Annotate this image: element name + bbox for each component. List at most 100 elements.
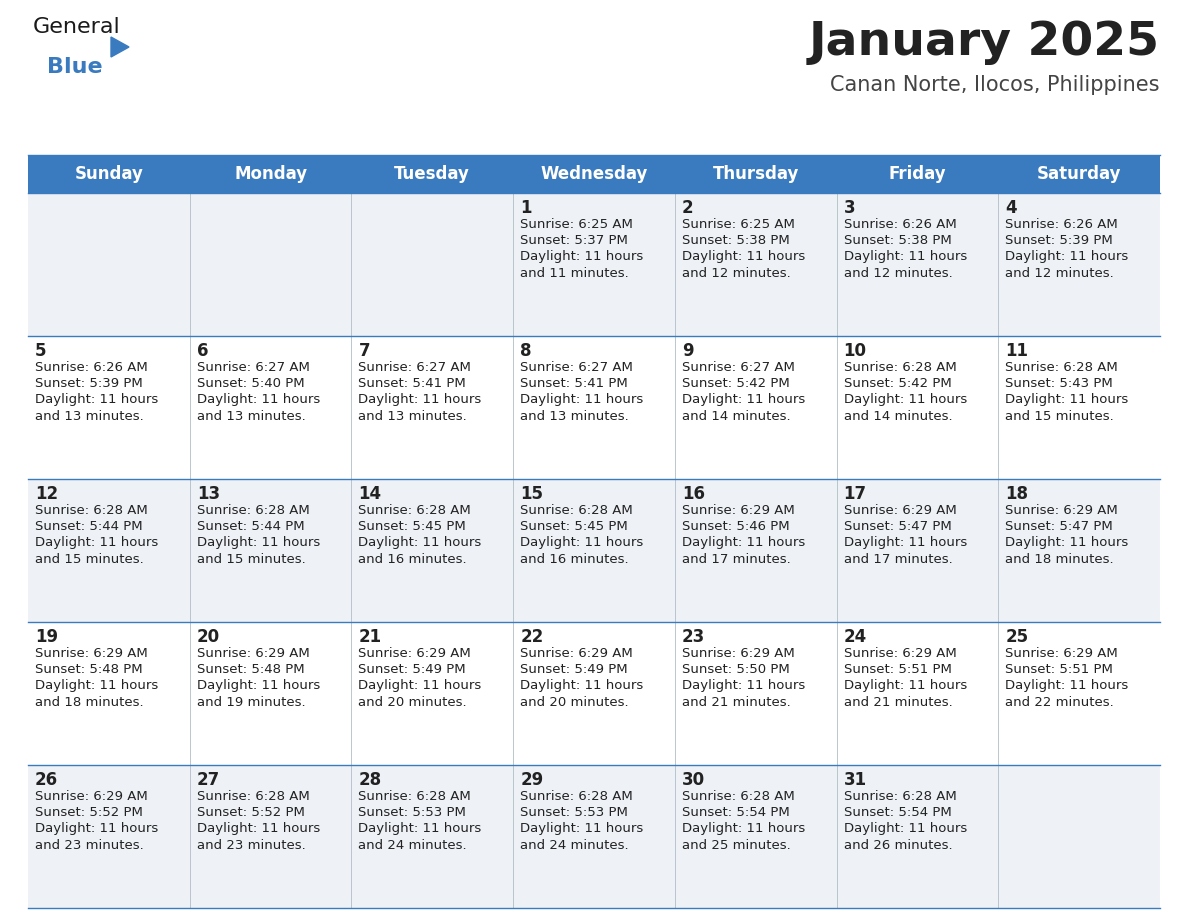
Text: 31: 31 [843,771,867,789]
Text: 23: 23 [682,628,706,646]
Text: Sunrise: 6:29 AM: Sunrise: 6:29 AM [682,504,795,517]
Text: Daylight: 11 hours
and 12 minutes.: Daylight: 11 hours and 12 minutes. [682,250,805,280]
Text: Daylight: 11 hours
and 18 minutes.: Daylight: 11 hours and 18 minutes. [34,679,158,709]
Text: Daylight: 11 hours
and 21 minutes.: Daylight: 11 hours and 21 minutes. [843,679,967,709]
Text: Sunrise: 6:29 AM: Sunrise: 6:29 AM [1005,647,1118,660]
Text: Sunrise: 6:25 AM: Sunrise: 6:25 AM [682,218,795,231]
Text: Daylight: 11 hours
and 26 minutes.: Daylight: 11 hours and 26 minutes. [843,822,967,852]
Text: Sunrise: 6:28 AM: Sunrise: 6:28 AM [197,790,309,803]
Text: 14: 14 [359,485,381,503]
Text: 22: 22 [520,628,543,646]
Text: Sunset: 5:51 PM: Sunset: 5:51 PM [1005,663,1113,676]
Text: Sunrise: 6:28 AM: Sunrise: 6:28 AM [359,790,472,803]
Text: Sunset: 5:37 PM: Sunset: 5:37 PM [520,234,628,247]
Text: Daylight: 11 hours
and 22 minutes.: Daylight: 11 hours and 22 minutes. [1005,679,1129,709]
Text: Sunrise: 6:28 AM: Sunrise: 6:28 AM [520,504,633,517]
Text: Sunrise: 6:28 AM: Sunrise: 6:28 AM [520,790,633,803]
Text: Sunrise: 6:26 AM: Sunrise: 6:26 AM [1005,218,1118,231]
Text: 7: 7 [359,342,369,360]
Text: Daylight: 11 hours
and 15 minutes.: Daylight: 11 hours and 15 minutes. [34,536,158,566]
Text: Daylight: 11 hours
and 19 minutes.: Daylight: 11 hours and 19 minutes. [197,679,320,709]
Text: January 2025: January 2025 [809,20,1159,65]
Text: 12: 12 [34,485,58,503]
Text: Sunset: 5:42 PM: Sunset: 5:42 PM [843,377,952,390]
Text: 9: 9 [682,342,694,360]
Text: Daylight: 11 hours
and 20 minutes.: Daylight: 11 hours and 20 minutes. [359,679,481,709]
Text: Sunrise: 6:27 AM: Sunrise: 6:27 AM [197,361,310,374]
Text: Daylight: 11 hours
and 17 minutes.: Daylight: 11 hours and 17 minutes. [843,536,967,566]
Text: Daylight: 11 hours
and 16 minutes.: Daylight: 11 hours and 16 minutes. [520,536,644,566]
Text: Sunset: 5:50 PM: Sunset: 5:50 PM [682,663,790,676]
Text: Daylight: 11 hours
and 13 minutes.: Daylight: 11 hours and 13 minutes. [34,393,158,423]
Text: Daylight: 11 hours
and 15 minutes.: Daylight: 11 hours and 15 minutes. [1005,393,1129,423]
Text: General: General [33,17,121,37]
Text: Sunrise: 6:25 AM: Sunrise: 6:25 AM [520,218,633,231]
Text: Sunrise: 6:28 AM: Sunrise: 6:28 AM [843,790,956,803]
Text: Daylight: 11 hours
and 23 minutes.: Daylight: 11 hours and 23 minutes. [197,822,320,852]
Text: 10: 10 [843,342,866,360]
Text: Sunrise: 6:28 AM: Sunrise: 6:28 AM [682,790,795,803]
Text: 8: 8 [520,342,532,360]
Text: Sunrise: 6:29 AM: Sunrise: 6:29 AM [197,647,309,660]
Text: Daylight: 11 hours
and 23 minutes.: Daylight: 11 hours and 23 minutes. [34,822,158,852]
Text: Sunset: 5:44 PM: Sunset: 5:44 PM [34,520,143,533]
Text: Sunrise: 6:29 AM: Sunrise: 6:29 AM [1005,504,1118,517]
Bar [29,479,1159,622]
Text: 11: 11 [1005,342,1029,360]
Text: Daylight: 11 hours
and 14 minutes.: Daylight: 11 hours and 14 minutes. [843,393,967,423]
Text: Sunrise: 6:28 AM: Sunrise: 6:28 AM [34,504,147,517]
Text: Sunrise: 6:26 AM: Sunrise: 6:26 AM [843,218,956,231]
Text: Sunrise: 6:29 AM: Sunrise: 6:29 AM [34,790,147,803]
Text: Sunrise: 6:28 AM: Sunrise: 6:28 AM [1005,361,1118,374]
Text: Sunset: 5:40 PM: Sunset: 5:40 PM [197,377,304,390]
Bar [29,193,1159,336]
Text: Sunset: 5:45 PM: Sunset: 5:45 PM [520,520,628,533]
Text: Sunset: 5:51 PM: Sunset: 5:51 PM [843,663,952,676]
Text: Sunset: 5:48 PM: Sunset: 5:48 PM [34,663,143,676]
Text: Sunday: Sunday [75,165,144,183]
Text: Blue: Blue [48,57,102,77]
Bar [29,155,1159,193]
Bar [29,765,1159,908]
Text: 6: 6 [197,342,208,360]
Text: 21: 21 [359,628,381,646]
Text: Thursday: Thursday [713,165,798,183]
Text: Daylight: 11 hours
and 12 minutes.: Daylight: 11 hours and 12 minutes. [843,250,967,280]
Text: Sunset: 5:47 PM: Sunset: 5:47 PM [1005,520,1113,533]
Text: 5: 5 [34,342,46,360]
Text: 16: 16 [682,485,704,503]
Text: 15: 15 [520,485,543,503]
Text: Sunrise: 6:28 AM: Sunrise: 6:28 AM [197,504,309,517]
Text: Sunset: 5:39 PM: Sunset: 5:39 PM [34,377,143,390]
Text: Sunset: 5:49 PM: Sunset: 5:49 PM [520,663,627,676]
Text: Sunrise: 6:29 AM: Sunrise: 6:29 AM [682,647,795,660]
Text: Daylight: 11 hours
and 15 minutes.: Daylight: 11 hours and 15 minutes. [197,536,320,566]
Text: Wednesday: Wednesday [541,165,647,183]
Text: Sunset: 5:42 PM: Sunset: 5:42 PM [682,377,790,390]
Text: Daylight: 11 hours
and 13 minutes.: Daylight: 11 hours and 13 minutes. [197,393,320,423]
Text: Sunset: 5:38 PM: Sunset: 5:38 PM [843,234,952,247]
Bar [29,336,1159,479]
Text: Daylight: 11 hours
and 13 minutes.: Daylight: 11 hours and 13 minutes. [520,393,644,423]
Text: Sunrise: 6:28 AM: Sunrise: 6:28 AM [359,504,472,517]
Text: Sunrise: 6:26 AM: Sunrise: 6:26 AM [34,361,147,374]
Text: Sunrise: 6:28 AM: Sunrise: 6:28 AM [843,361,956,374]
Text: Daylight: 11 hours
and 20 minutes.: Daylight: 11 hours and 20 minutes. [520,679,644,709]
Text: 2: 2 [682,199,694,217]
Text: Daylight: 11 hours
and 13 minutes.: Daylight: 11 hours and 13 minutes. [359,393,481,423]
Text: Sunrise: 6:27 AM: Sunrise: 6:27 AM [359,361,472,374]
Text: 4: 4 [1005,199,1017,217]
Text: Daylight: 11 hours
and 24 minutes.: Daylight: 11 hours and 24 minutes. [359,822,481,852]
Text: 25: 25 [1005,628,1029,646]
Text: Sunrise: 6:29 AM: Sunrise: 6:29 AM [843,504,956,517]
Text: Sunset: 5:54 PM: Sunset: 5:54 PM [682,806,790,819]
Text: Sunset: 5:52 PM: Sunset: 5:52 PM [197,806,304,819]
Text: Sunset: 5:52 PM: Sunset: 5:52 PM [34,806,143,819]
Text: 18: 18 [1005,485,1029,503]
Text: Daylight: 11 hours
and 12 minutes.: Daylight: 11 hours and 12 minutes. [1005,250,1129,280]
Text: Sunrise: 6:29 AM: Sunrise: 6:29 AM [359,647,472,660]
Text: Sunset: 5:47 PM: Sunset: 5:47 PM [843,520,952,533]
Text: Sunset: 5:53 PM: Sunset: 5:53 PM [520,806,628,819]
Text: 24: 24 [843,628,867,646]
Text: Sunset: 5:46 PM: Sunset: 5:46 PM [682,520,790,533]
